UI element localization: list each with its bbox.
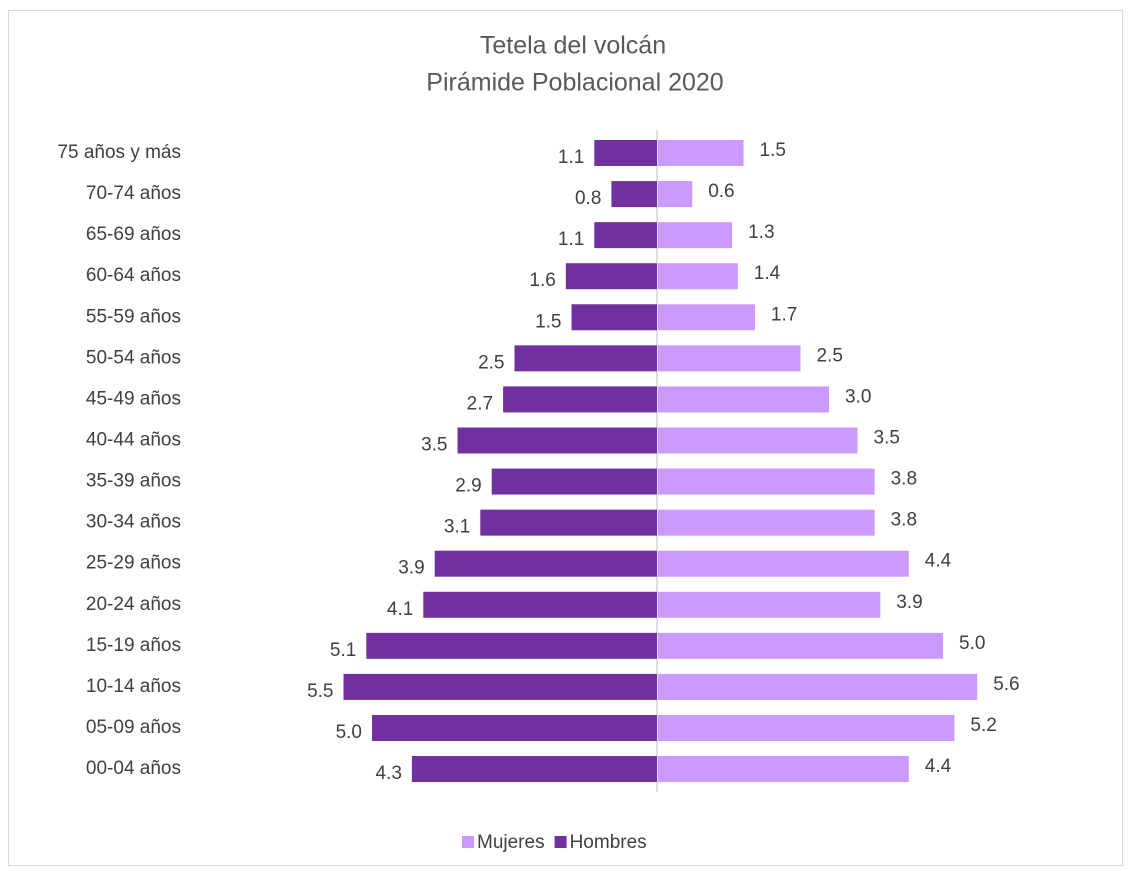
bar: [658, 427, 858, 454]
data-label: 4.4: [925, 551, 952, 572]
bar: [658, 714, 955, 741]
category-label: 55-59 años: [86, 306, 181, 327]
category-label: 40-44 años: [86, 430, 181, 451]
legend-swatch: [462, 836, 474, 848]
data-label: 2.5: [817, 345, 843, 366]
bar: [372, 714, 657, 741]
category-label: 65-69 años: [86, 224, 181, 245]
data-label: 2.9: [455, 476, 481, 497]
data-label: 2.7: [467, 393, 493, 414]
data-label: 5.0: [336, 722, 362, 743]
bar: [411, 756, 657, 783]
bar: [491, 468, 657, 495]
bar: [434, 550, 657, 577]
data-label: 4.1: [387, 599, 413, 620]
bar: [658, 140, 744, 166]
bar: [658, 181, 693, 208]
legend-swatch: [554, 836, 567, 848]
data-label: 3.8: [891, 469, 917, 490]
data-label: 0.8: [575, 188, 601, 209]
bar: [658, 673, 978, 700]
category-label: 10-14 años: [86, 676, 181, 697]
category-label: 15-19 años: [86, 635, 181, 656]
bar: [503, 386, 657, 413]
category-label: 25-29 años: [86, 553, 181, 574]
data-label: 5.6: [993, 674, 1019, 695]
bar: [457, 427, 657, 454]
bar: [366, 632, 657, 659]
data-label: 5.1: [330, 640, 356, 661]
bar: [480, 509, 657, 536]
data-label: 5.5: [307, 681, 333, 702]
category-label: 70-74 años: [86, 183, 181, 204]
data-label: 3.5: [421, 435, 447, 456]
category-label: 35-39 años: [86, 471, 181, 492]
data-label: 5.2: [970, 715, 996, 736]
chart-title: Tetela del volcán: [480, 32, 666, 60]
data-label: 3.9: [398, 558, 424, 579]
data-label: 3.9: [896, 592, 922, 613]
category-label: 45-49 años: [86, 388, 181, 409]
bar: [658, 304, 755, 331]
bar: [658, 550, 909, 577]
category-label: 05-09 años: [86, 717, 181, 738]
data-label: 3.0: [845, 386, 871, 407]
legend-label: Mujeres: [477, 832, 545, 853]
category-label: 50-54 años: [86, 347, 181, 368]
category-label: 00-04 años: [86, 758, 181, 779]
data-label: 1.1: [558, 147, 584, 168]
data-label: 4.3: [375, 763, 401, 784]
bar: [658, 591, 881, 618]
data-label: 5.0: [959, 633, 985, 654]
bar: [658, 468, 875, 495]
bar: [343, 673, 657, 700]
bar: [658, 509, 875, 536]
bar: [594, 222, 657, 249]
bar: [658, 756, 909, 783]
bar: [571, 304, 657, 331]
data-label: 1.3: [748, 222, 774, 243]
legend-label: Hombres: [570, 832, 647, 853]
bar: [565, 263, 657, 290]
bar: [611, 181, 657, 208]
bar: [594, 140, 657, 166]
data-label: 1.5: [535, 311, 561, 332]
bar: [658, 632, 943, 659]
bar: [423, 591, 657, 618]
bar: [658, 263, 738, 290]
data-label: 1.4: [754, 263, 781, 284]
data-label: 3.5: [874, 428, 900, 449]
data-label: 3.8: [891, 510, 917, 531]
data-label: 3.1: [444, 517, 470, 538]
data-label: 2.5: [478, 352, 504, 373]
category-label: 30-34 años: [86, 512, 181, 533]
category-label: 20-24 años: [86, 594, 181, 615]
category-label: 75 años y más: [57, 142, 181, 163]
bar: [658, 345, 801, 372]
bar: [658, 222, 733, 249]
category-label: 60-64 años: [86, 265, 181, 286]
chart-subtitle: Pirámide Poblacional 2020: [426, 69, 723, 97]
data-label: 0.6: [708, 181, 734, 202]
data-label: 1.6: [529, 270, 555, 291]
data-label: 1.1: [558, 229, 584, 250]
data-label: 4.4: [925, 756, 952, 777]
data-label: 1.5: [760, 140, 786, 161]
bar: [514, 345, 657, 372]
bar: [658, 386, 829, 413]
data-label: 1.7: [771, 304, 797, 325]
